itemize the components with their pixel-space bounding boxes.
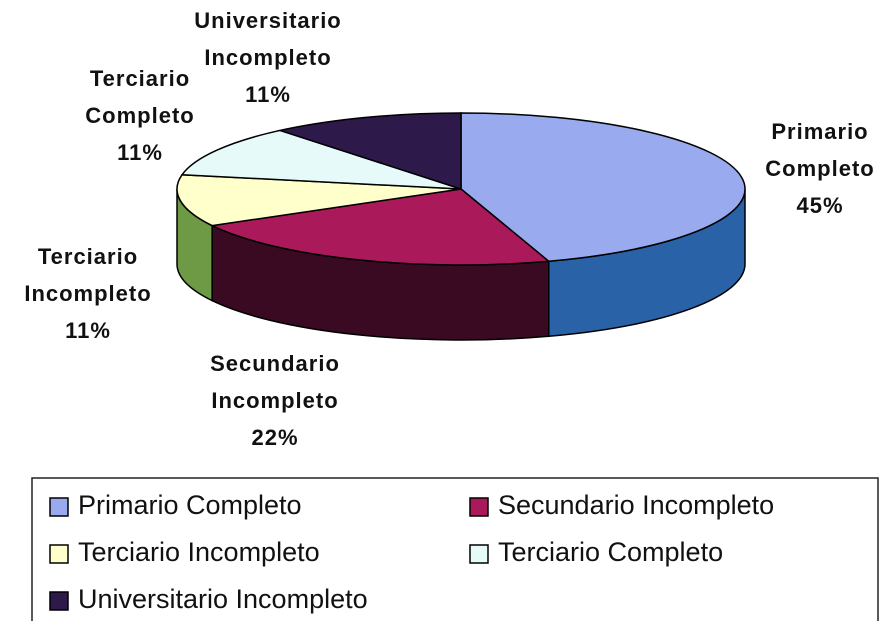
slice-value-label: 45% [796,193,843,218]
legend-box [31,477,879,621]
slice-value-label: 11% [245,82,291,107]
slice [460,112,746,263]
legend-label: Terciario Completo [498,537,723,567]
slice-label-line: Secundario [210,351,340,376]
slice-label: Terciario Incompleto [24,244,151,306]
legend-label: Universitario Incompleto [78,584,368,614]
slice-label-line: Incompleto [24,281,151,306]
slice-label-line: Incompleto [211,388,338,413]
legend-swatch [469,497,489,517]
slice-label-line: Terciario [38,244,138,269]
slice-label-line: Incompleto [204,45,331,70]
slice [176,173,462,227]
legend-swatch [49,591,69,611]
legend-label: Secundario Incompleto [498,490,774,520]
slice [180,129,462,190]
legend-label: Terciario Incompleto [78,537,320,567]
slice-label: Primario Completo [765,119,874,181]
slice [277,112,462,191]
slice-label-line: Completo [85,103,194,128]
legend-swatch [49,497,69,517]
pie [176,112,746,341]
slice-value-label: 11% [65,318,111,343]
slice-label-line: Completo [765,156,874,181]
slice [209,188,551,266]
slice-label-line: Universitario [194,8,342,33]
legend-swatch [49,544,69,564]
slice-label-line: Terciario [90,66,190,91]
slice-label: Universitario Incompleto [194,8,342,70]
slice-value-label: 22% [251,425,298,450]
legend-label: Primario Completo [78,490,302,520]
slice-label-line: Primario [771,119,868,144]
slice-value-label: 11% [117,140,163,165]
slice-label: Secundario Incompleto [210,351,340,413]
legend-swatch [469,544,489,564]
slice-label: Terciario Completo [85,66,194,128]
